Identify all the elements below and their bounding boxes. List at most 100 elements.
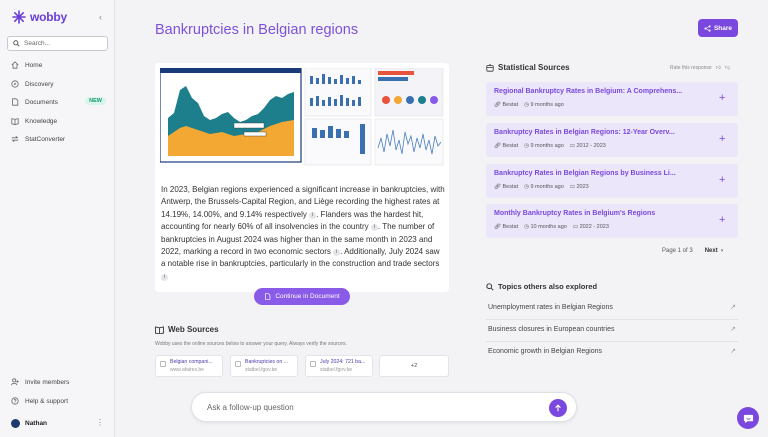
followup-input[interactable]: Ask a follow-up question bbox=[191, 392, 577, 422]
add-source-icon[interactable]: + bbox=[719, 214, 726, 226]
compass-icon bbox=[11, 80, 19, 88]
send-button[interactable] bbox=[549, 399, 567, 417]
external-link-icon: ↗ bbox=[730, 304, 736, 311]
share-button[interactable]: Share bbox=[698, 19, 738, 37]
citation-icon[interactable]: i bbox=[370, 224, 378, 232]
share-icon bbox=[704, 24, 711, 32]
statistical-source-title: Bankruptcy Rates in Belgian Regions: 12-… bbox=[494, 129, 675, 136]
search-icon bbox=[486, 282, 494, 291]
statistical-source-meta: 🔗︎ Bestat ◷ 9 months ago bbox=[494, 102, 564, 108]
book-icon bbox=[11, 118, 19, 125]
web-source-card[interactable]: July 2024: 721 ba... statbel.fgov.be bbox=[305, 355, 373, 377]
answer-sentence: . Flanders was the hardest hit, accounti… bbox=[161, 209, 424, 232]
sidebar-item-knowledge[interactable]: Knowledge bbox=[11, 115, 106, 127]
web-sources-heading: Web Sources bbox=[155, 325, 219, 334]
sidebar-item-label: StatConverter bbox=[25, 135, 66, 143]
statistical-sources-title: Statistical Sources bbox=[498, 63, 570, 72]
favicon-icon bbox=[310, 361, 316, 367]
topic-label: Business closures in European countries bbox=[488, 326, 615, 333]
citation-icon[interactable]: i bbox=[161, 273, 168, 281]
more-web-sources-button[interactable]: +2 bbox=[379, 355, 449, 377]
sidebar-item-label: Help & support bbox=[25, 397, 68, 405]
add-source-icon[interactable]: + bbox=[719, 174, 726, 186]
topics-title: Topics others also explored bbox=[498, 282, 598, 291]
sidebar-item-help-support[interactable]: Help & support bbox=[11, 395, 106, 407]
web-source-card[interactable]: Belgian compani... www.afaires.be bbox=[155, 355, 223, 377]
next-page-button[interactable]: Next › bbox=[704, 248, 724, 254]
statistical-source-card[interactable]: Monthly Bankruptcy Rates in Belgium's Re… bbox=[486, 204, 738, 238]
wobby-logo-icon bbox=[12, 10, 26, 24]
statistical-source-meta: 🔗︎ Bestat ◷ 9 months ago ▭ 2012 - 2023 bbox=[494, 143, 606, 149]
thumbs-down-icon[interactable]: 👎︎ bbox=[724, 65, 731, 71]
web-sources-title: Web Sources bbox=[168, 325, 219, 334]
citation-icon[interactable]: i bbox=[333, 249, 341, 257]
sidebar-item-statconverter[interactable]: StatConverter bbox=[11, 133, 106, 145]
statistical-source-card[interactable]: Bankruptcy Rates in Belgian Regions: 12-… bbox=[486, 123, 738, 157]
answer-sentence: In 2023, Belgian regions experienced a s… bbox=[161, 185, 445, 219]
bar-chart-thumbnail-image[interactable] bbox=[304, 118, 372, 166]
statistical-source-card[interactable]: Bankruptcy Rates in Belgian Regions by B… bbox=[486, 164, 738, 198]
sidebar-item-label: Knowledge bbox=[25, 117, 58, 125]
web-source-title: July 2024: 721 ba... bbox=[320, 359, 366, 365]
topic-item[interactable]: Unemployment rates in Belgian Regions ↗ bbox=[486, 298, 738, 320]
sidebar-item-label: Invite members bbox=[25, 378, 70, 386]
source-name: 🔗︎ Bestat bbox=[494, 143, 519, 149]
search-input[interactable]: Search... bbox=[7, 36, 108, 51]
help-icon bbox=[11, 397, 19, 405]
rate-response: Rate this response 👍︎ 👎︎ bbox=[670, 65, 730, 71]
favicon-icon bbox=[235, 361, 241, 367]
add-source-icon[interactable]: + bbox=[719, 92, 726, 104]
continue-in-document-button[interactable]: Continue in Document bbox=[254, 288, 350, 305]
sidebar-item-label: Documents bbox=[25, 98, 58, 106]
topic-label: Unemployment rates in Belgian Regions bbox=[488, 304, 613, 311]
share-label: Share bbox=[713, 24, 733, 32]
more-options-icon[interactable]: ⋮ bbox=[96, 418, 104, 427]
logo[interactable]: wobby bbox=[12, 9, 67, 25]
statistical-source-meta: 🔗︎ Bestat ◷ 10 months ago ▭ 2022 - 2023 bbox=[494, 224, 609, 230]
search-placeholder: Search... bbox=[24, 40, 51, 47]
topics-heading: Topics others also explored bbox=[486, 282, 597, 291]
sidebar-item-home[interactable]: Home bbox=[11, 59, 106, 71]
collapse-sidebar-icon[interactable]: ‹ bbox=[99, 12, 102, 22]
infographic-thumbnail-image[interactable] bbox=[374, 68, 444, 117]
statistical-source-meta: 🔗︎ Bestat ◷ 9 months ago ▭ 2023 bbox=[494, 184, 589, 190]
sidebar-item-label: Discovery bbox=[25, 80, 54, 88]
topic-label: Economic growth in Belgian Regions bbox=[488, 348, 603, 355]
chart-thumbnail-image[interactable] bbox=[160, 68, 302, 163]
topic-item[interactable]: Economic growth in Belgian Regions ↗ bbox=[486, 342, 738, 364]
home-icon bbox=[11, 61, 19, 69]
chat-icon bbox=[743, 414, 753, 423]
source-age: ◷ 10 months ago bbox=[524, 224, 567, 230]
user-name: Nathan bbox=[25, 420, 48, 427]
user-menu[interactable]: Nathan bbox=[11, 419, 47, 428]
book-open-icon bbox=[155, 325, 164, 334]
document-icon bbox=[265, 293, 271, 300]
answer-card: In 2023, Belgian regions experienced a s… bbox=[155, 63, 449, 292]
new-badge: NEW bbox=[85, 97, 106, 105]
statistical-sources-heading: Statistical Sources bbox=[486, 63, 570, 72]
sidebar-item-invite-members[interactable]: Invite members bbox=[11, 376, 106, 388]
source-name: 🔗︎ Bestat bbox=[494, 184, 519, 190]
sidebar-item-documents[interactable]: Documents NEW bbox=[11, 96, 106, 108]
page-indicator: Page 1 of 3 bbox=[662, 248, 693, 254]
convert-icon bbox=[11, 135, 19, 143]
source-period: ▭ 2012 - 2023 bbox=[569, 143, 606, 149]
line-chart-thumbnail-image[interactable] bbox=[374, 118, 444, 166]
statistical-source-card[interactable]: Regional Bankruptcy Rates in Belgium: A … bbox=[486, 82, 738, 116]
source-period: ▭ 2023 bbox=[569, 184, 589, 190]
web-source-card[interactable]: Bankruptcies on ... statbel.fgov.be bbox=[230, 355, 298, 377]
web-source-domain: statbel.fgov.be bbox=[245, 367, 278, 373]
web-source-title: Belgian compani... bbox=[170, 359, 213, 365]
sidebar-item-discovery[interactable]: Discovery bbox=[11, 78, 106, 90]
topic-item[interactable]: Business closures in European countries … bbox=[486, 320, 738, 342]
add-source-icon[interactable]: + bbox=[719, 133, 726, 145]
web-source-domain: www.afaires.be bbox=[170, 367, 204, 373]
chat-support-button[interactable] bbox=[737, 407, 759, 429]
followup-placeholder: Ask a follow-up question bbox=[207, 403, 294, 412]
favicon-icon bbox=[160, 361, 166, 367]
thumbs-up-icon[interactable]: 👍︎ bbox=[715, 65, 721, 71]
image-thumbnails bbox=[160, 68, 444, 166]
source-period: ▭ 2022 - 2023 bbox=[572, 224, 609, 230]
citation-icon[interactable]: i bbox=[309, 211, 317, 219]
bar-chart-thumbnail-image[interactable] bbox=[304, 68, 372, 117]
